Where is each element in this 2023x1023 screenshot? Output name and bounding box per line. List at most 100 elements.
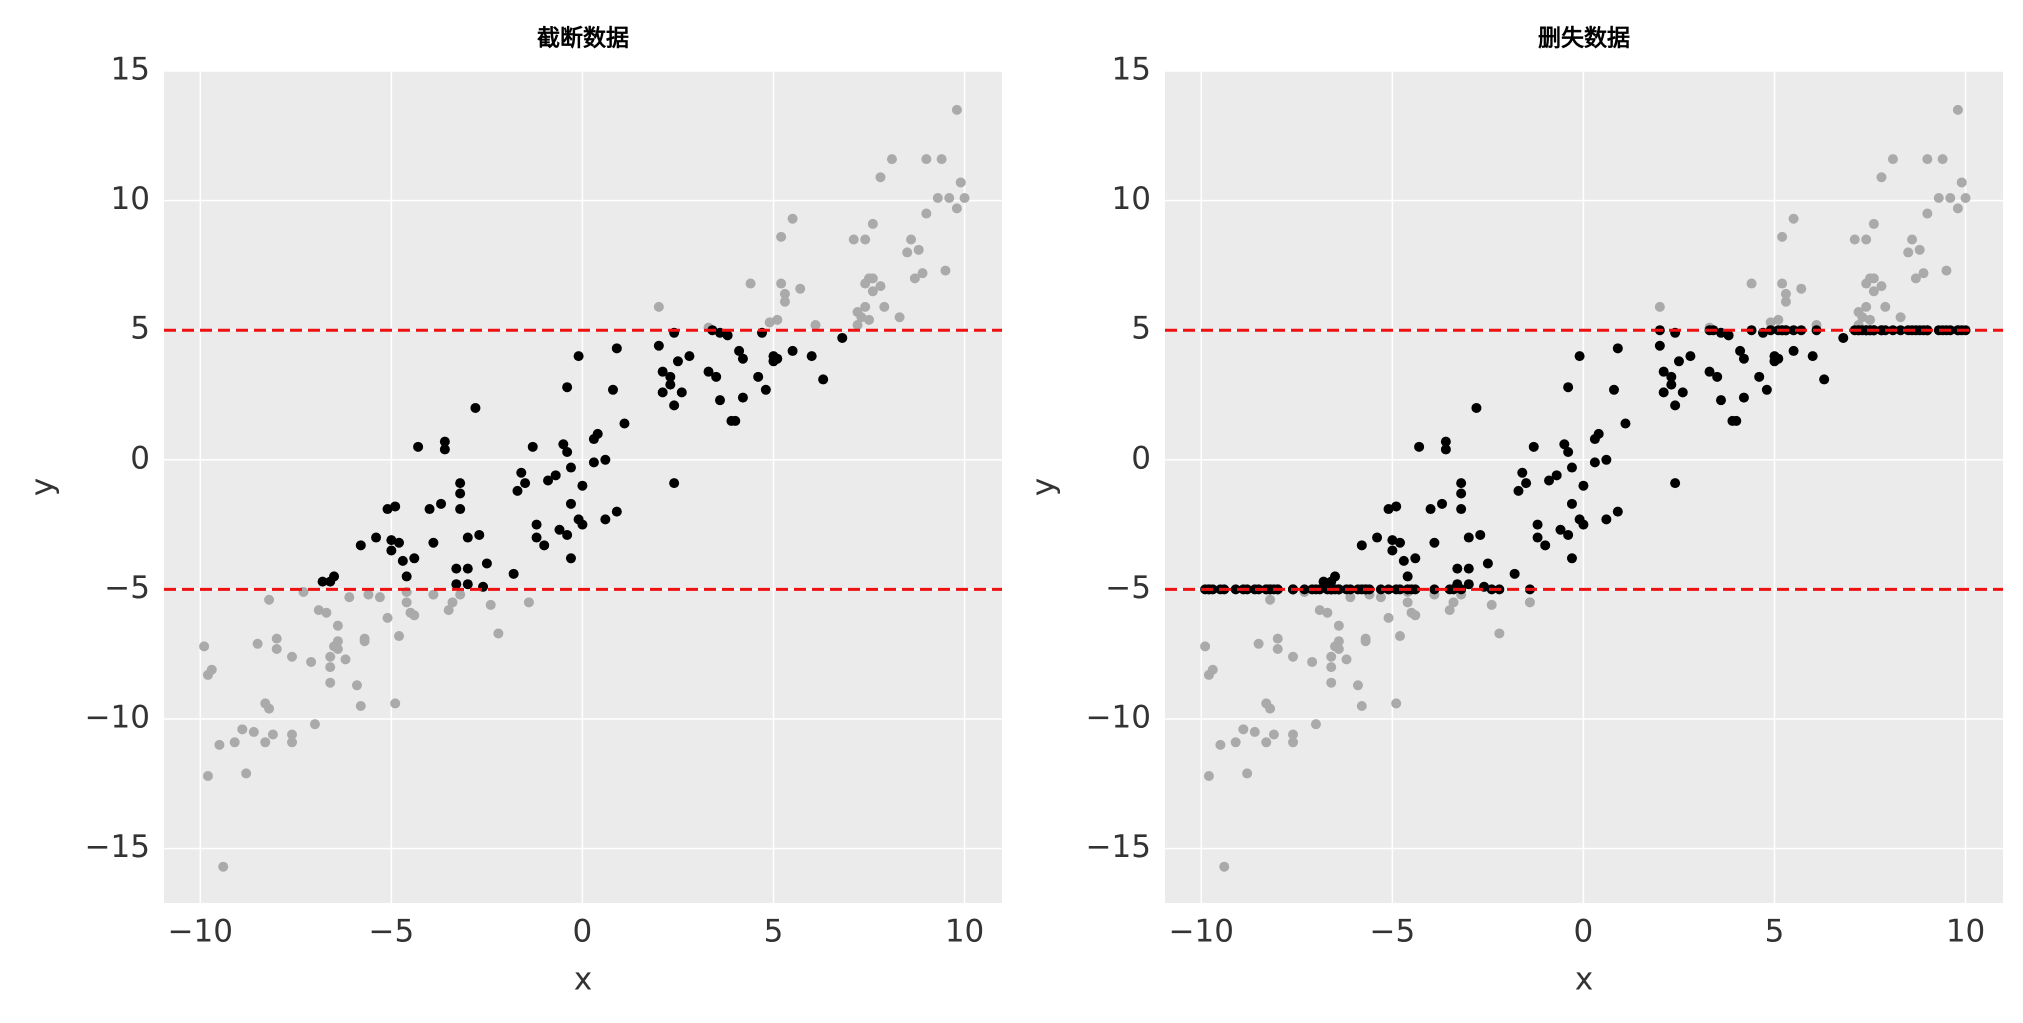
point [462, 579, 473, 590]
point [436, 498, 447, 509]
point [237, 724, 248, 735]
point [1666, 379, 1677, 390]
point [1566, 498, 1577, 509]
point [1444, 605, 1455, 616]
point [577, 519, 588, 530]
point [1402, 571, 1413, 582]
point [332, 636, 343, 647]
point [1658, 387, 1669, 398]
point [848, 234, 859, 245]
x-axis-label: x [574, 962, 592, 998]
point [1563, 447, 1574, 458]
point [737, 353, 748, 364]
point [1242, 768, 1253, 779]
point [1333, 636, 1344, 647]
point [321, 607, 332, 618]
point [1578, 480, 1589, 491]
point [573, 351, 584, 362]
point [1471, 402, 1482, 413]
point [1868, 286, 1879, 297]
point [565, 553, 576, 564]
point [760, 384, 771, 395]
x-tick-label: 10 [1946, 914, 1985, 950]
point [401, 597, 412, 608]
point [1440, 436, 1451, 447]
point [1253, 638, 1264, 649]
point [1288, 737, 1299, 748]
point [1383, 504, 1394, 515]
point [909, 273, 920, 284]
point [287, 737, 298, 748]
point [1356, 540, 1367, 551]
point [325, 677, 336, 688]
point [1876, 281, 1887, 292]
point [1509, 568, 1520, 579]
point [1230, 584, 1241, 595]
point [1532, 519, 1543, 530]
point [1375, 584, 1386, 595]
point [1807, 351, 1818, 362]
point [1544, 475, 1555, 486]
point [565, 462, 576, 473]
y-axis-label: y [1026, 478, 1062, 496]
point [1456, 504, 1467, 515]
point [1620, 418, 1631, 429]
point [562, 447, 573, 458]
point [779, 296, 790, 307]
point [1268, 729, 1279, 740]
point [1677, 387, 1688, 398]
point [485, 599, 496, 610]
point [332, 643, 343, 654]
point [1395, 631, 1406, 642]
point [600, 454, 611, 465]
point [527, 441, 538, 452]
point [1326, 651, 1337, 662]
point [1341, 654, 1352, 665]
point [1528, 441, 1539, 452]
point [1865, 314, 1876, 325]
point [1482, 558, 1493, 569]
point [1387, 545, 1398, 556]
point [455, 504, 466, 515]
point [1601, 454, 1612, 465]
point [1907, 234, 1918, 245]
x-axis-label: x [1575, 962, 1593, 998]
point [439, 436, 450, 447]
point [202, 770, 213, 781]
point [1410, 584, 1421, 595]
point [443, 605, 454, 616]
point [745, 278, 756, 289]
x-tick-label: −5 [1370, 914, 1416, 950]
point [1922, 154, 1933, 165]
point [531, 519, 542, 530]
point [619, 418, 630, 429]
point [1272, 633, 1283, 644]
point [1685, 351, 1696, 362]
y-tick-label: 0 [130, 440, 150, 476]
point [451, 563, 462, 574]
point [653, 340, 664, 351]
point [355, 701, 366, 712]
point [1769, 356, 1780, 367]
point [1952, 203, 1963, 214]
point [520, 478, 531, 489]
point [562, 529, 573, 540]
point [481, 558, 492, 569]
point [394, 537, 405, 548]
point [1410, 610, 1421, 621]
point [875, 172, 886, 183]
point [1578, 519, 1589, 530]
point [779, 288, 790, 299]
point [562, 382, 573, 393]
point [394, 631, 405, 642]
point [879, 301, 890, 312]
point [1738, 353, 1749, 364]
point [665, 371, 676, 382]
point [1238, 724, 1249, 735]
point [940, 265, 951, 276]
point [1945, 193, 1956, 204]
point [447, 597, 458, 608]
point [1819, 374, 1830, 385]
point [252, 638, 263, 649]
point [382, 612, 393, 623]
